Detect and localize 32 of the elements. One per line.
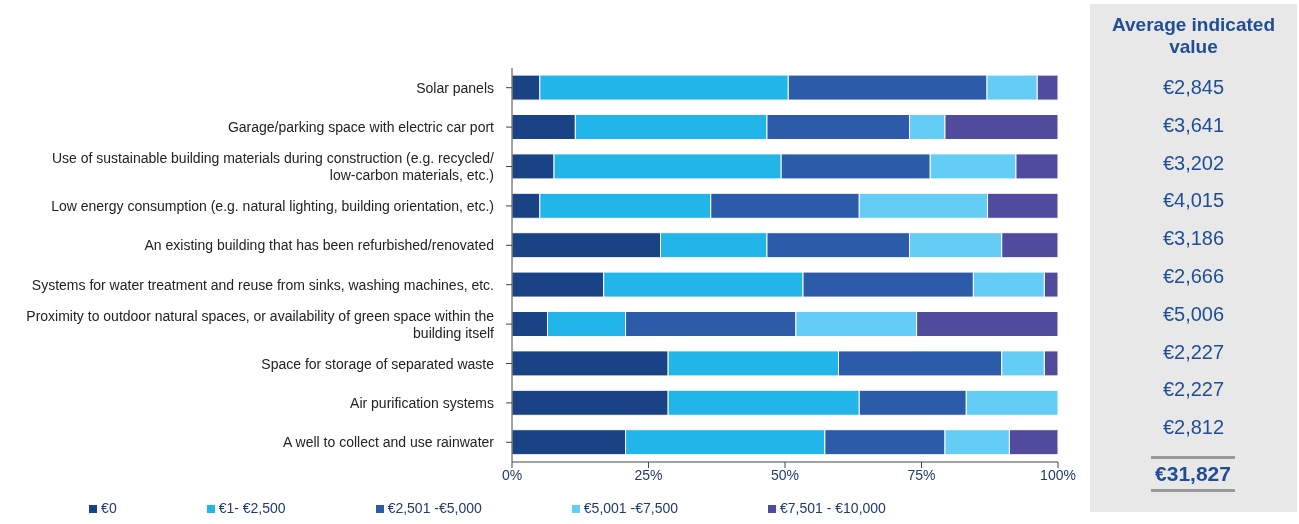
text: €3,186 bbox=[1161, 226, 1226, 251]
legend-label: €2,501 -€5,000 bbox=[387, 500, 482, 516]
y-tick-label: Space for storage of separated waste bbox=[261, 355, 495, 372]
text: €2,812 bbox=[1161, 415, 1226, 440]
text: €2,227 bbox=[1161, 377, 1226, 402]
y-tick-label: Garage/parking space with electric car port bbox=[227, 119, 495, 136]
x-tick-label: 75% bbox=[907, 466, 936, 483]
y-tick-label: An existing building that has been refurbished/renovated bbox=[144, 237, 494, 254]
legend-label: €0 bbox=[101, 500, 117, 516]
x-tick-label: 0% bbox=[501, 466, 523, 483]
x-tick-label: 100% bbox=[1040, 466, 1076, 483]
x-tick-label: 50% bbox=[770, 466, 800, 483]
legend-label: €1- €2,500 bbox=[218, 500, 286, 516]
y-tick-label: Air purification systems bbox=[350, 394, 494, 411]
text: €2,666 bbox=[1161, 263, 1226, 288]
text: €5,006 bbox=[1161, 301, 1226, 326]
legend-label: €5,001 -€7,500 bbox=[583, 500, 679, 516]
text: €4,015 bbox=[1161, 188, 1226, 213]
text: €2,845 bbox=[1161, 74, 1226, 99]
text: €2,227 bbox=[1161, 339, 1226, 364]
y-tick-label: Proximity to outdoor natural spaces, or availability of green space within the building itself bbox=[26, 307, 495, 341]
text: €3,202 bbox=[1161, 150, 1226, 175]
text: €3,641 bbox=[1161, 112, 1226, 137]
legend-label: €7,501 - €10,000 bbox=[780, 500, 886, 516]
y-tick-label: Systems for water treatment and reuse from sinks, washing machines, etc. bbox=[31, 276, 494, 293]
text: Average indicated value bbox=[1111, 14, 1276, 58]
y-tick-label: A well to collect and use rainwater bbox=[283, 434, 495, 451]
text: €31,827 bbox=[1151, 456, 1235, 492]
y-tick-label: Low energy consumption (e.g. natural lighting, building orientation, etc.) bbox=[51, 197, 494, 214]
x-tick-label: 25% bbox=[634, 466, 663, 483]
y-tick-label: Solar panels bbox=[416, 79, 494, 96]
y-tick-label: Use of sustainable building materials during construction (e.g. recycled/ low-carbon materials, etc.) bbox=[51, 150, 495, 183]
